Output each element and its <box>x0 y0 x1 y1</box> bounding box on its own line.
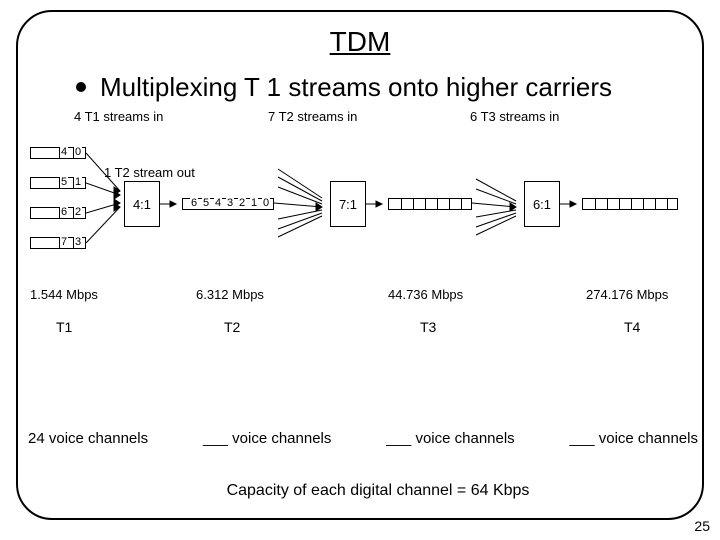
mux-6-1: 6:1 <box>524 181 560 227</box>
rate-2: 6.312 Mbps <box>196 287 264 302</box>
label-in2: 7 T2 streams in <box>268 109 357 124</box>
mux-7-1: 7:1 <box>330 181 366 227</box>
t2-1: 1 <box>250 197 258 209</box>
slot-62b: 2 <box>74 206 82 218</box>
vc-2: ___ voice channels <box>203 430 331 447</box>
slide-frame: TDM Multiplexing T 1 streams onto higher… <box>16 10 704 520</box>
rate-3: 44.736 Mbps <box>388 287 463 302</box>
vc-1: 24 voice channels <box>28 430 148 447</box>
t2-3: 3 <box>226 197 234 209</box>
bullet-row: Multiplexing T 1 streams onto higher car… <box>76 72 664 103</box>
tname-4: T4 <box>624 319 640 335</box>
bullet-text: Multiplexing T 1 streams onto higher car… <box>100 72 612 103</box>
voice-channels-row: 24 voice channels ___ voice channels ___… <box>28 430 698 447</box>
arrow-m2-out <box>366 199 388 209</box>
mux-4-1: 4:1 <box>124 181 160 227</box>
t2-6: 6 <box>190 197 198 209</box>
label-in3: 6 T3 streams in <box>470 109 559 124</box>
rate-1: 1.544 Mbps <box>30 287 98 302</box>
arrows-t2 <box>274 157 330 257</box>
t3-stream <box>388 198 472 210</box>
t2-4: 4 <box>214 197 222 209</box>
t2-5: 5 <box>202 197 210 209</box>
rate-4: 274.176 Mbps <box>586 287 668 302</box>
slot-73b: 3 <box>74 236 82 248</box>
tdm-diagram: 4 T1 streams in 7 T2 streams in 6 T3 str… <box>30 109 690 359</box>
t2-2: 2 <box>238 197 246 209</box>
slot-73a: 7 <box>60 236 68 248</box>
arrows-t3 <box>472 159 524 255</box>
t4-stream <box>582 198 678 210</box>
page-number: 25 <box>694 518 710 534</box>
capacity-note: Capacity of each digital channel = 64 Kb… <box>36 482 720 500</box>
slot-40b: 0 <box>74 146 82 158</box>
bullet-dot <box>76 82 86 92</box>
vc-3: ___ voice channels <box>386 430 514 447</box>
tname-3: T3 <box>420 319 436 335</box>
arrow-m3-out <box>560 199 582 209</box>
slide-title: TDM <box>36 26 684 58</box>
label-in1: 4 T1 streams in <box>74 109 163 124</box>
t2-0: 0 <box>262 197 270 209</box>
arrow-m1-out <box>160 199 182 209</box>
tname-2: T2 <box>224 319 240 335</box>
slot-62a: 6 <box>60 206 68 218</box>
slot-40a: 4 <box>60 146 68 158</box>
arrows-t1 <box>86 145 126 255</box>
slot-51a: 5 <box>60 176 68 188</box>
tname-1: T1 <box>56 319 72 335</box>
vc-4: ___ voice channels <box>570 430 698 447</box>
slot-51b: 1 <box>74 176 82 188</box>
